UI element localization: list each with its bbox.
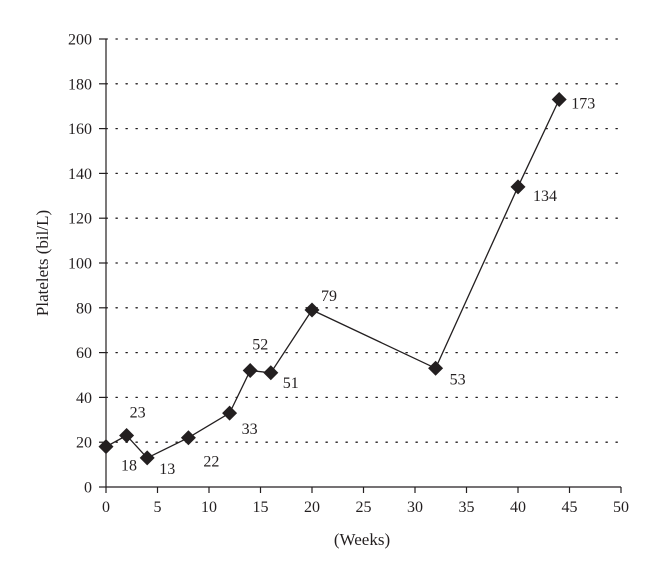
x-tick-label-50: 50 — [613, 499, 629, 516]
y-tick-label-80: 80 — [76, 300, 92, 317]
data-labels: 18 23 13 22 33 52 51 79 53 134 173 — [121, 95, 595, 477]
x-tick-label-0: 0 — [102, 499, 110, 516]
data-label-7: 79 — [321, 288, 337, 305]
y-tick-label-180: 180 — [68, 76, 92, 93]
y-axis-title: Platelets (bil/L) — [33, 210, 52, 316]
axes — [99, 38, 622, 493]
x-tick-label-35: 35 — [459, 499, 475, 516]
data-point-5 — [242, 363, 258, 379]
y-tick-label-60: 60 — [76, 345, 92, 362]
tick-labels: 0 20 40 60 80 100 120 140 160 180 200 0 5 10 15 20 25 30 3… — [68, 32, 629, 517]
x-tick-label-5: 5 — [154, 499, 162, 516]
series-platelets — [98, 91, 567, 466]
data-label-4: 33 — [242, 421, 258, 438]
data-label-6: 51 — [283, 375, 299, 392]
x-tick-label-15: 15 — [253, 499, 269, 516]
data-point-9 — [510, 179, 526, 195]
data-label-9: 134 — [533, 188, 557, 205]
data-point-6 — [263, 365, 279, 381]
data-point-8 — [428, 360, 444, 376]
data-point-3 — [180, 430, 196, 446]
y-tick-label-20: 20 — [76, 435, 92, 452]
gridlines — [105, 38, 622, 443]
y-tick-label-40: 40 — [76, 390, 92, 407]
x-tick-label-20: 20 — [304, 499, 320, 516]
x-tick-label-45: 45 — [562, 499, 578, 516]
data-label-3: 22 — [203, 454, 219, 471]
data-label-10: 173 — [571, 95, 595, 112]
y-tick-label-200: 200 — [68, 32, 92, 49]
y-tick-label-0: 0 — [84, 480, 92, 497]
data-label-0: 18 — [121, 458, 137, 475]
data-point-1 — [119, 427, 135, 443]
data-point-4 — [222, 405, 238, 421]
data-label-5: 52 — [252, 337, 268, 354]
x-axis-title: (Weeks) — [334, 530, 390, 549]
series-line — [105, 99, 560, 459]
data-label-1: 23 — [130, 404, 146, 421]
x-tick-label-25: 25 — [356, 499, 372, 516]
y-tick-label-120: 120 — [68, 211, 92, 228]
y-tick-label-100: 100 — [68, 256, 92, 273]
x-tick-label-10: 10 — [201, 499, 217, 516]
data-point-10 — [551, 91, 567, 107]
y-tick-label-140: 140 — [68, 166, 92, 183]
data-point-2 — [139, 450, 155, 466]
data-label-2: 13 — [159, 461, 175, 478]
data-point-0 — [98, 439, 114, 455]
data-point-7 — [304, 302, 320, 318]
x-tick-label-40: 40 — [510, 499, 526, 516]
y-tick-label-160: 160 — [68, 121, 92, 138]
x-tick-label-30: 30 — [407, 499, 423, 516]
data-label-8: 53 — [450, 371, 466, 388]
